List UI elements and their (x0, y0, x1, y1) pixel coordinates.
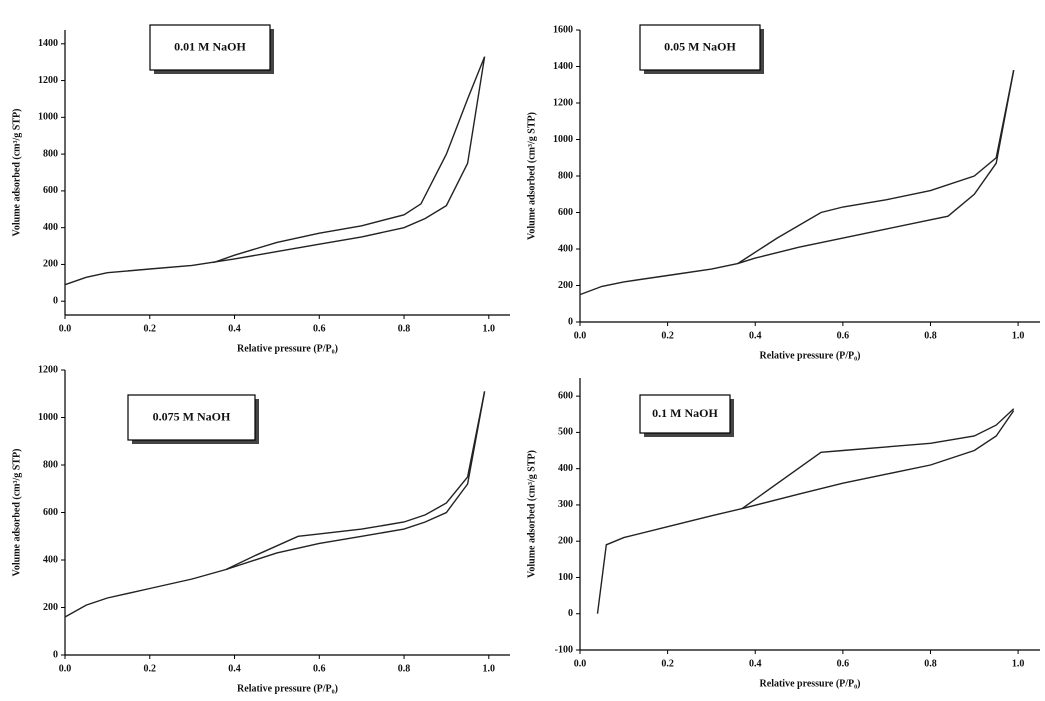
x-tick-label: 0.8 (924, 330, 937, 341)
y-tick-label: 800 (558, 170, 573, 181)
y-axis-label: Volume adsorbed (cm³/g STP) (11, 109, 22, 237)
y-tick-label: 0 (568, 316, 573, 327)
isotherm-line (225, 391, 486, 571)
label-box (149, 24, 271, 71)
y-tick-label: 400 (43, 554, 58, 565)
label-box (127, 394, 256, 441)
y-axis-label: Volume adsorbed (cm³/g STP) (526, 450, 537, 578)
y-tick-label: 1000 (38, 412, 58, 423)
y-tick-label: 600 (558, 390, 573, 401)
x-tick-label: 0.4 (749, 658, 762, 669)
x-tick-label: 0.8 (924, 658, 937, 669)
y-tick-label: 200 (558, 535, 573, 546)
x-tick-label: 0.2 (144, 323, 157, 334)
y-tick-label: 1400 (553, 61, 573, 72)
y-tick-label: 100 (558, 572, 573, 583)
x-tick-label: 0.0 (59, 663, 72, 674)
y-tick-label: 1000 (38, 112, 58, 123)
y-tick-label: 200 (43, 602, 58, 613)
x-tick-label: 1.0 (483, 663, 496, 674)
x-tick-label: 1.0 (483, 323, 496, 334)
y-tick-label: 400 (558, 243, 573, 254)
y-tick-label: 500 (558, 427, 573, 438)
y-tick-label: 200 (43, 259, 58, 270)
panel-label: 0.01 M NaOH (174, 39, 246, 53)
x-tick-label: 0.8 (398, 663, 411, 674)
y-tick-label: 1200 (553, 97, 573, 108)
x-tick-label: 0.6 (313, 663, 326, 674)
x-axis-label: Relative pressure (P/P₀) (760, 678, 861, 689)
label-box (639, 394, 731, 434)
x-tick-label: 0.6 (837, 658, 850, 669)
panel-label: 0.075 M NaOH (153, 409, 231, 423)
x-axis-label: Relative pressure (P/P₀) (760, 350, 861, 361)
y-tick-label: 200 (558, 280, 573, 291)
x-tick-label: 0.6 (313, 323, 326, 334)
y-tick-label: 0 (53, 296, 58, 307)
x-axis-label: Relative pressure (P/P₀) (237, 343, 338, 354)
x-tick-label: 1.0 (1012, 658, 1025, 669)
y-tick-label: 400 (558, 463, 573, 474)
y-tick-label: 1400 (38, 38, 58, 49)
isotherm-line (737, 69, 1015, 265)
y-axis-label: Volume adsorbed (cm³/g STP) (526, 112, 537, 240)
x-tick-label: 1.0 (1012, 330, 1025, 341)
y-tick-label: 1600 (553, 24, 573, 35)
y-tick-label: 600 (43, 507, 58, 518)
isotherm-line (579, 69, 1015, 296)
x-tick-label: 0.6 (837, 330, 850, 341)
x-tick-label: 0.0 (59, 323, 72, 334)
isotherm-line (596, 410, 1015, 614)
isotherm-line (64, 56, 486, 286)
y-tick-label: 400 (43, 222, 58, 233)
x-tick-label: 0.0 (574, 658, 587, 669)
y-tick-label: 600 (558, 207, 573, 218)
isotherm-line (741, 408, 1015, 510)
y-tick-label: 300 (558, 499, 573, 510)
y-tick-label: 1200 (38, 75, 58, 86)
y-axis-label: Volume adsorbed (cm³/g STP) (11, 449, 22, 577)
x-tick-label: 0.4 (228, 323, 241, 334)
panel-label: 0.05 M NaOH (664, 39, 736, 53)
x-tick-label: 0.8 (398, 323, 411, 334)
y-tick-label: 0 (53, 649, 58, 660)
panel-label: 0.1 M NaOH (652, 406, 718, 420)
x-tick-label: 0.2 (144, 663, 157, 674)
y-tick-label: 0 (568, 608, 573, 619)
label-box (639, 24, 761, 71)
y-tick-label: 800 (43, 459, 58, 470)
x-tick-label: 0.2 (661, 330, 674, 341)
x-axis-label: Relative pressure (P/P₀) (237, 683, 338, 694)
x-tick-label: 0.4 (749, 330, 762, 341)
isotherm-line (213, 56, 486, 264)
y-tick-label: 800 (43, 148, 58, 159)
isotherm-line (64, 391, 486, 618)
x-tick-label: 0.0 (574, 330, 587, 341)
y-tick-label: 1000 (553, 134, 573, 145)
y-tick-label: -100 (555, 644, 573, 655)
x-tick-label: 0.2 (661, 658, 674, 669)
y-tick-label: 600 (43, 185, 58, 196)
x-tick-label: 0.4 (228, 663, 241, 674)
y-tick-label: 1200 (38, 364, 58, 375)
